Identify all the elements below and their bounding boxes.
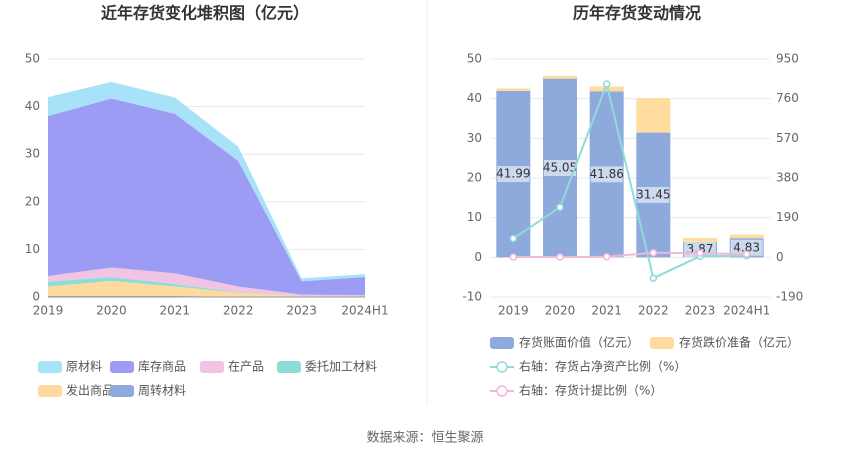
data-label: 31.45 bbox=[636, 187, 670, 201]
legend-label: 右轴：存货占净资产比例（%） bbox=[519, 359, 686, 374]
legend-label: 委托加工材料 bbox=[305, 360, 377, 374]
x-tick-label: 2020 bbox=[545, 304, 576, 318]
y2-tick-label: 760 bbox=[776, 91, 799, 105]
legend-swatch bbox=[110, 385, 134, 397]
legend-swatch bbox=[496, 385, 508, 397]
y2-tick-label: 380 bbox=[776, 171, 799, 185]
point bbox=[556, 203, 564, 211]
x-tick-label: 2022 bbox=[638, 304, 669, 318]
y-tick-label: 50 bbox=[467, 52, 482, 66]
label-bg bbox=[730, 239, 763, 256]
legend-label: 存货账面价值（亿元） bbox=[519, 335, 639, 350]
y2-tick-label: 0 bbox=[776, 250, 784, 264]
bar bbox=[543, 75, 577, 79]
y2-tick-label: -190 bbox=[776, 290, 803, 304]
legend-swatch bbox=[277, 361, 301, 373]
area bbox=[48, 81, 365, 282]
y-tick-label: 30 bbox=[467, 131, 482, 145]
legend-swatch bbox=[200, 361, 224, 373]
y-tick-label: 20 bbox=[467, 171, 482, 185]
x-tick-label: 2022 bbox=[223, 304, 254, 318]
data-label: 41.99 bbox=[496, 167, 530, 181]
point bbox=[649, 274, 658, 282]
bar bbox=[496, 88, 531, 91]
legend-label: 发出商品 bbox=[66, 383, 114, 398]
line bbox=[512, 80, 747, 280]
x-tick-label: 2019 bbox=[498, 304, 529, 318]
line bbox=[513, 251, 747, 259]
x-tick-label: 2021 bbox=[591, 304, 622, 318]
area bbox=[48, 280, 365, 297]
legend-label: 存货跌价准备（亿元） bbox=[679, 335, 799, 350]
y-tick-label: 0 bbox=[32, 290, 40, 304]
area bbox=[48, 98, 365, 296]
bar bbox=[729, 234, 764, 239]
point bbox=[509, 234, 518, 243]
legend-swatch bbox=[110, 361, 134, 373]
point bbox=[602, 252, 611, 261]
label-bg bbox=[590, 166, 623, 183]
y-tick-label: 20 bbox=[25, 194, 40, 208]
y-tick-label: 40 bbox=[467, 91, 482, 105]
point bbox=[556, 253, 564, 261]
label-bg bbox=[544, 159, 576, 176]
legend-label: 原材料 bbox=[66, 360, 102, 374]
data-label: 41.86 bbox=[589, 167, 623, 181]
point bbox=[696, 249, 704, 257]
x-tick-label: 2019 bbox=[33, 304, 64, 318]
bar bbox=[636, 98, 671, 133]
area bbox=[48, 267, 365, 297]
data-label: 45.05 bbox=[543, 160, 577, 174]
bar bbox=[589, 86, 624, 92]
area bbox=[48, 277, 365, 297]
y-tick-label: 10 bbox=[467, 210, 482, 224]
y-tick-label: 40 bbox=[25, 99, 40, 113]
x-tick-label: 2024H1 bbox=[341, 304, 388, 318]
y2-tick-label: 570 bbox=[776, 131, 799, 145]
x-tick-label: 2024H1 bbox=[723, 304, 770, 318]
x-tick-label: 2020 bbox=[96, 304, 127, 318]
legend-swatch bbox=[490, 337, 514, 349]
legend-swatch bbox=[38, 361, 62, 373]
bar bbox=[683, 238, 717, 242]
y-tick-label: 10 bbox=[25, 242, 40, 256]
point bbox=[602, 80, 611, 88]
y-tick-label: 0 bbox=[474, 250, 482, 264]
y-tick-label: 30 bbox=[25, 147, 40, 161]
legend-label: 库存商品 bbox=[138, 359, 186, 374]
source: 数据来源：恒生聚源 bbox=[366, 431, 483, 446]
data-label: 4.83 bbox=[733, 240, 760, 254]
legend-swatch bbox=[38, 385, 62, 397]
label-bg bbox=[637, 186, 670, 203]
y2-tick-label: 950 bbox=[776, 52, 799, 66]
legend-label: 在产品 bbox=[228, 360, 264, 374]
chart-title: 历年存货变动情况 bbox=[573, 4, 701, 23]
legend-label: 周转材料 bbox=[138, 383, 186, 398]
y-tick-label: -10 bbox=[462, 290, 482, 304]
point bbox=[649, 249, 658, 257]
x-tick-label: 2021 bbox=[160, 304, 191, 318]
legend-swatch bbox=[650, 337, 674, 349]
point bbox=[742, 250, 751, 258]
x-tick-label: 2023 bbox=[286, 304, 317, 318]
point bbox=[509, 253, 518, 261]
legend-label: 右轴：存货计提比例（%） bbox=[519, 383, 662, 398]
label-bg bbox=[497, 166, 530, 183]
y2-tick-label: 190 bbox=[776, 210, 799, 224]
chart-title: 近年存货变化堆积图（亿元） bbox=[101, 4, 309, 23]
x-tick-label: 2023 bbox=[685, 304, 716, 318]
legend-swatch bbox=[496, 361, 508, 373]
y-tick-label: 50 bbox=[25, 52, 40, 66]
